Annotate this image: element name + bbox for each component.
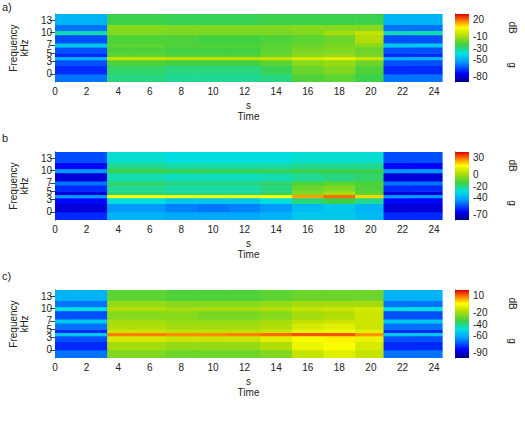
- svg-text:10: 10: [207, 224, 219, 235]
- svg-text:4: 4: [115, 86, 121, 97]
- svg-text:c): c): [2, 270, 11, 282]
- svg-text:g: g: [507, 62, 518, 68]
- svg-text:Frequency: Frequency: [8, 162, 19, 209]
- svg-text:20: 20: [365, 224, 377, 235]
- svg-text:dB: dB: [507, 21, 518, 34]
- svg-text:8: 8: [179, 86, 185, 97]
- svg-text:16: 16: [302, 224, 314, 235]
- svg-text:dB: dB: [507, 159, 518, 172]
- svg-text:Time: Time: [238, 387, 260, 398]
- svg-text:6: 6: [147, 224, 153, 235]
- svg-text:g: g: [507, 338, 518, 344]
- svg-text:Frequency: Frequency: [8, 300, 19, 347]
- svg-text:18: 18: [334, 362, 346, 373]
- svg-text:Time: Time: [238, 249, 260, 260]
- svg-text:4: 4: [115, 224, 121, 235]
- svg-text:0: 0: [46, 68, 52, 79]
- svg-text:-40: -40: [473, 192, 488, 203]
- svg-text:22: 22: [397, 362, 409, 373]
- svg-text:30: 30: [473, 152, 485, 163]
- svg-text:0: 0: [52, 86, 58, 97]
- svg-text:20: 20: [365, 86, 377, 97]
- svg-text:-40: -40: [473, 319, 488, 330]
- svg-text:14: 14: [271, 362, 283, 373]
- svg-text:13: 13: [41, 15, 53, 26]
- svg-text:5: 5: [46, 185, 52, 197]
- svg-text:Frequency: Frequency: [8, 24, 19, 71]
- svg-text:20: 20: [365, 362, 377, 373]
- svg-text:22: 22: [397, 86, 409, 97]
- svg-text:0: 0: [473, 169, 479, 180]
- svg-text:4: 4: [115, 362, 121, 373]
- svg-text:18: 18: [334, 86, 346, 97]
- svg-text:-30: -30: [473, 43, 488, 54]
- svg-text:0: 0: [46, 344, 52, 355]
- svg-text:8: 8: [179, 362, 185, 373]
- svg-text:10: 10: [41, 27, 53, 38]
- svg-text:24: 24: [429, 362, 441, 373]
- svg-text:g: g: [507, 200, 518, 206]
- svg-text:2: 2: [84, 224, 90, 235]
- svg-text:0: 0: [52, 224, 58, 235]
- svg-text:10: 10: [473, 290, 485, 301]
- svg-text:16: 16: [302, 362, 314, 373]
- svg-text:s: s: [246, 100, 251, 111]
- svg-text:3: 3: [46, 55, 52, 67]
- svg-text:7: 7: [46, 315, 52, 326]
- svg-text:14: 14: [271, 86, 283, 97]
- svg-text:-10: -10: [473, 31, 488, 42]
- svg-text:10: 10: [41, 303, 53, 314]
- svg-text:13: 13: [41, 291, 53, 302]
- svg-text:0: 0: [52, 362, 58, 373]
- svg-text:5: 5: [46, 47, 52, 59]
- svg-text:2: 2: [84, 86, 90, 97]
- svg-text:7: 7: [46, 177, 52, 188]
- svg-text:24: 24: [429, 86, 441, 97]
- svg-text:20: 20: [473, 14, 485, 25]
- svg-text:3: 3: [46, 193, 52, 205]
- svg-text:5: 5: [46, 323, 52, 335]
- svg-text:s: s: [246, 376, 251, 387]
- svg-text:8: 8: [179, 224, 185, 235]
- svg-text:16: 16: [302, 86, 314, 97]
- svg-text:22: 22: [397, 224, 409, 235]
- svg-text:6: 6: [147, 362, 153, 373]
- svg-text:3: 3: [46, 331, 52, 343]
- svg-text:dB: dB: [507, 297, 518, 310]
- svg-text:kHz: kHz: [19, 177, 30, 194]
- svg-text:14: 14: [271, 224, 283, 235]
- svg-text:b: b: [2, 132, 8, 144]
- svg-text:10: 10: [207, 362, 219, 373]
- svg-text:24: 24: [429, 224, 441, 235]
- svg-text:Time: Time: [238, 111, 260, 122]
- svg-text:12: 12: [239, 224, 251, 235]
- svg-text:-70: -70: [473, 209, 488, 220]
- svg-text:12: 12: [239, 86, 251, 97]
- svg-text:6: 6: [147, 86, 153, 97]
- svg-text:10: 10: [207, 86, 219, 97]
- svg-text:-90: -90: [473, 347, 488, 358]
- svg-text:-20: -20: [473, 307, 488, 318]
- svg-text:-50: -50: [473, 54, 488, 65]
- svg-text:kHz: kHz: [19, 315, 30, 332]
- svg-text:2: 2: [84, 362, 90, 373]
- svg-text:0: 0: [46, 206, 52, 217]
- svg-text:7: 7: [46, 39, 52, 50]
- svg-text:13: 13: [41, 153, 53, 164]
- svg-text:12: 12: [239, 362, 251, 373]
- svg-text:-20: -20: [473, 181, 488, 192]
- svg-text:a): a): [2, 1, 12, 13]
- svg-text:18: 18: [334, 224, 346, 235]
- svg-text:10: 10: [41, 165, 53, 176]
- svg-text:-80: -80: [473, 71, 488, 82]
- svg-text:-60: -60: [473, 330, 488, 341]
- svg-text:kHz: kHz: [19, 39, 30, 56]
- svg-text:s: s: [246, 238, 251, 249]
